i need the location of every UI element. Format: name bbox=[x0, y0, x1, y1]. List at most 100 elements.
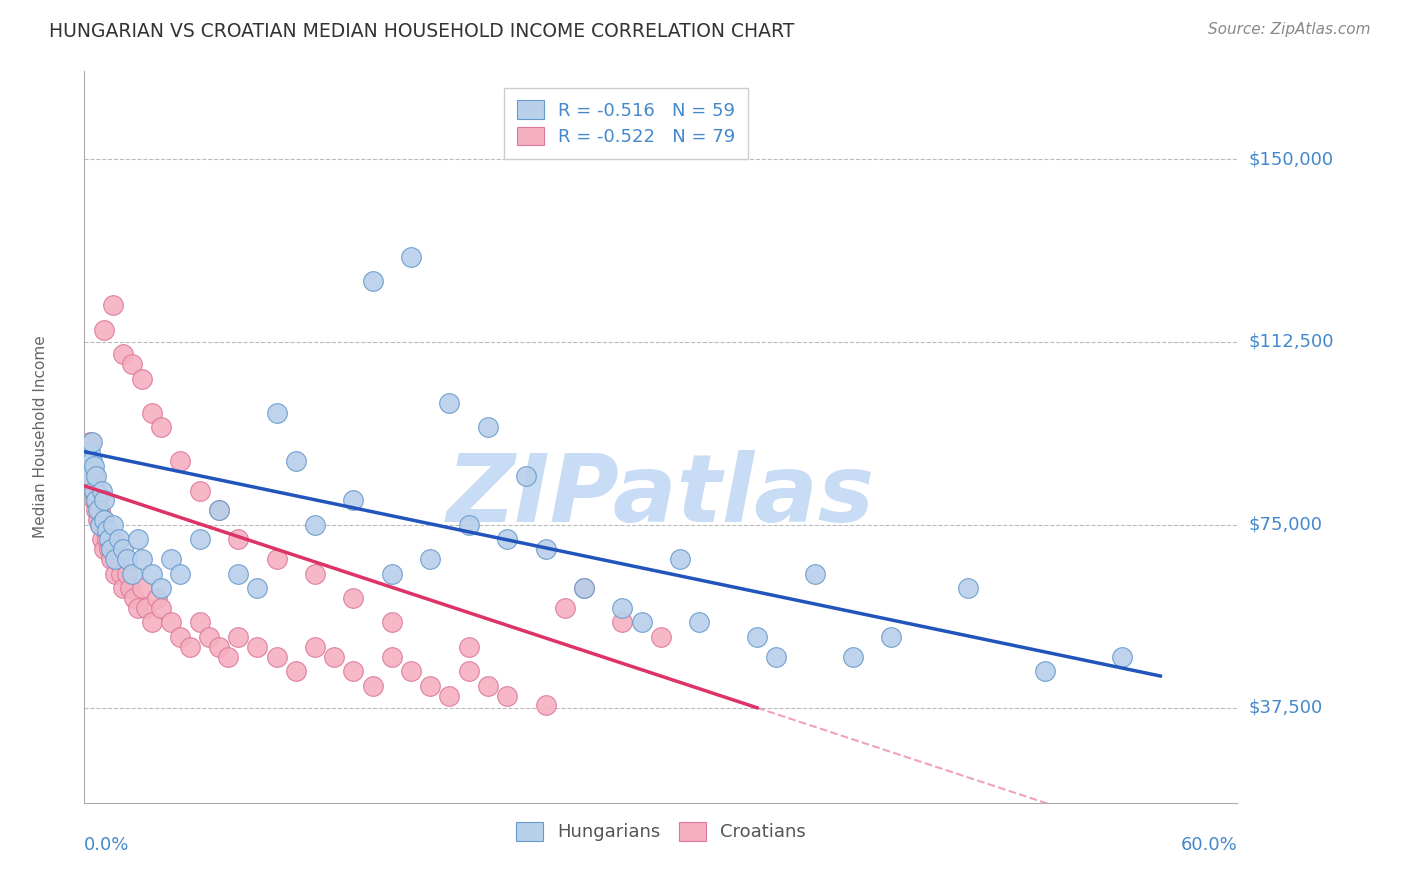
Point bbox=[104, 566, 127, 581]
Point bbox=[208, 503, 231, 517]
Text: Source: ZipAtlas.com: Source: ZipAtlas.com bbox=[1208, 22, 1371, 37]
Point bbox=[150, 600, 173, 615]
Point bbox=[89, 503, 111, 517]
Text: 0.0%: 0.0% bbox=[84, 836, 129, 854]
Point bbox=[246, 640, 269, 654]
Point bbox=[115, 566, 138, 581]
Point bbox=[89, 517, 111, 532]
Point bbox=[803, 566, 825, 581]
Point bbox=[515, 469, 537, 483]
Point bbox=[141, 406, 163, 420]
Point bbox=[103, 533, 124, 547]
Point bbox=[439, 396, 461, 410]
Point bbox=[115, 552, 138, 566]
Point bbox=[84, 469, 107, 483]
Point bbox=[108, 552, 131, 566]
Point bbox=[90, 483, 112, 498]
Point bbox=[381, 566, 404, 581]
Point bbox=[75, 444, 97, 458]
Text: Median Household Income: Median Household Income bbox=[34, 335, 48, 539]
Point bbox=[108, 533, 131, 547]
Point bbox=[93, 323, 115, 337]
Text: ZIPatlas: ZIPatlas bbox=[447, 450, 875, 541]
Point bbox=[496, 689, 519, 703]
Point bbox=[169, 566, 191, 581]
Point bbox=[83, 493, 105, 508]
Point bbox=[111, 581, 134, 595]
Point bbox=[266, 552, 288, 566]
Point bbox=[87, 513, 110, 527]
Point bbox=[477, 679, 499, 693]
Point bbox=[79, 444, 101, 458]
Point bbox=[169, 630, 191, 644]
Point bbox=[534, 542, 557, 557]
Point bbox=[127, 600, 149, 615]
Point bbox=[226, 630, 249, 644]
Point bbox=[198, 630, 221, 644]
Point bbox=[83, 469, 105, 483]
Point bbox=[880, 630, 903, 644]
Point bbox=[77, 469, 100, 483]
Point bbox=[100, 542, 122, 557]
Point bbox=[226, 566, 249, 581]
Point bbox=[188, 483, 211, 498]
Point bbox=[103, 517, 124, 532]
Legend: Hungarians, Croatians: Hungarians, Croatians bbox=[509, 814, 813, 848]
Point bbox=[84, 483, 107, 498]
Point bbox=[169, 454, 191, 468]
Point bbox=[150, 581, 173, 595]
Point bbox=[688, 615, 710, 630]
Point bbox=[127, 533, 149, 547]
Point bbox=[135, 600, 157, 615]
Point bbox=[419, 552, 441, 566]
Text: $75,000: $75,000 bbox=[1249, 516, 1323, 533]
Text: $112,500: $112,500 bbox=[1249, 333, 1334, 351]
Point bbox=[110, 566, 132, 581]
Point bbox=[630, 615, 652, 630]
Point bbox=[457, 640, 479, 654]
Point bbox=[80, 464, 103, 478]
Point bbox=[266, 406, 288, 420]
Point bbox=[150, 420, 173, 434]
Point bbox=[121, 566, 143, 581]
Point bbox=[105, 542, 128, 557]
Point bbox=[534, 698, 557, 713]
Point bbox=[266, 649, 288, 664]
Point bbox=[381, 649, 404, 664]
Point bbox=[572, 581, 595, 595]
Point bbox=[361, 274, 384, 288]
Point bbox=[93, 513, 115, 527]
Point bbox=[361, 679, 384, 693]
Point bbox=[304, 640, 326, 654]
Point bbox=[124, 591, 146, 605]
Point bbox=[79, 434, 101, 449]
Point bbox=[111, 347, 134, 361]
Point bbox=[208, 503, 231, 517]
Point bbox=[842, 649, 865, 664]
Point bbox=[79, 469, 101, 483]
Point bbox=[457, 664, 479, 678]
Point bbox=[160, 615, 183, 630]
Point bbox=[80, 434, 103, 449]
Point bbox=[111, 542, 134, 557]
Point bbox=[90, 533, 112, 547]
Point bbox=[323, 649, 346, 664]
Point bbox=[100, 552, 122, 566]
Point bbox=[87, 503, 110, 517]
Point bbox=[83, 483, 105, 498]
Point bbox=[284, 664, 307, 678]
Point bbox=[188, 533, 211, 547]
Point bbox=[188, 615, 211, 630]
Point bbox=[93, 493, 115, 508]
Point bbox=[93, 542, 115, 557]
Point bbox=[80, 483, 103, 498]
Point bbox=[77, 454, 100, 468]
Point bbox=[83, 459, 105, 474]
Point bbox=[218, 649, 240, 664]
Point bbox=[103, 298, 124, 312]
Point bbox=[208, 640, 231, 654]
Point bbox=[89, 517, 111, 532]
Point bbox=[342, 664, 364, 678]
Point bbox=[765, 649, 787, 664]
Point bbox=[399, 250, 422, 264]
